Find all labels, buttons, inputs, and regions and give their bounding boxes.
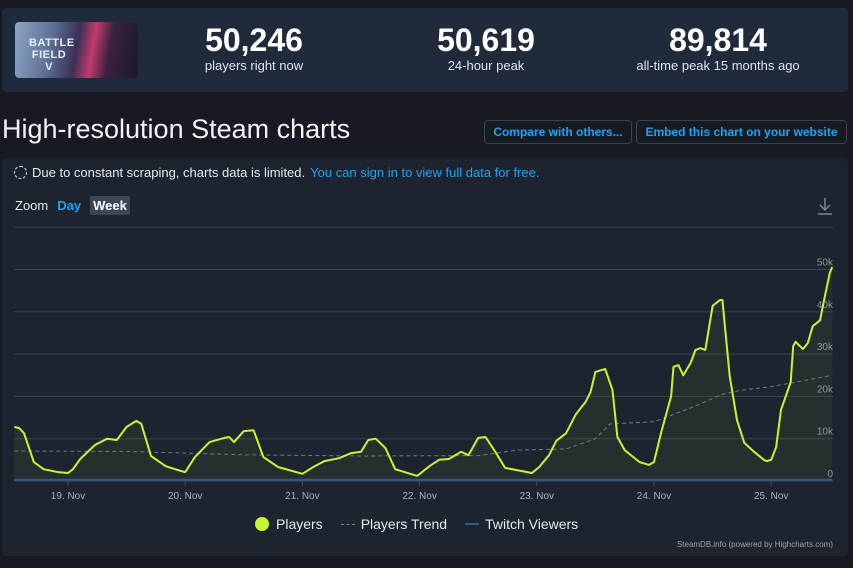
game-logo: BATTLE FIELD V (29, 37, 75, 73)
stat-label: all-time peak 15 months ago (636, 58, 800, 73)
embed-chart-button[interactable]: Embed this chart on your website (636, 120, 847, 144)
y-tick-label: 40k (817, 300, 834, 311)
stat-label: 24-hour peak (447, 58, 525, 73)
x-tick-label: 23. Nov (520, 491, 554, 502)
spinner-icon (14, 166, 27, 179)
y-tick-label: 10k (817, 427, 834, 438)
data-limited-notice: Due to constant scraping, charts data is… (14, 165, 539, 180)
legend-players[interactable]: Players (255, 516, 323, 532)
stat-players-now: 50,246 players right now (138, 22, 370, 74)
stat-value: 50,246 (205, 22, 303, 58)
x-tick-label: 25. Nov (754, 491, 788, 502)
sign-in-link[interactable]: You can sign in to view full data for fr… (310, 165, 540, 180)
solid-line-icon (465, 523, 480, 525)
game-banner-image[interactable]: BATTLE FIELD V (15, 22, 138, 78)
stat-value: 50,619 (437, 22, 535, 58)
page-title: High-resolution Steam charts (2, 114, 351, 144)
chart-legend: Players Players Trend Twitch Viewers (255, 516, 596, 532)
players-trend-line (14, 374, 833, 457)
stat-label: players right now (204, 58, 304, 73)
dashed-line-icon (340, 523, 355, 525)
y-tick-label: 30k (817, 342, 834, 353)
players-dot-icon (255, 517, 269, 531)
stat-all-time-peak: 89,814 all-time peak 15 months ago (602, 22, 834, 74)
legend-label: Twitch Viewers (485, 516, 579, 532)
zoom-controls: Zoom Day Week (15, 196, 130, 215)
download-icon[interactable] (816, 196, 834, 216)
y-tick-label: 0 (827, 469, 833, 480)
y-tick-label: 50k (817, 258, 834, 269)
player-chart: 0 10k 20k 30k 40k 50k 19. Nov 20. Nov 21. Nov 22.… (14, 226, 834, 502)
x-tick-label: 24. Nov (637, 491, 671, 502)
legend-label: Players (276, 516, 323, 532)
x-tick-label: 19. Nov (51, 491, 85, 502)
stat-value: 89,814 (669, 22, 767, 58)
game-header: BATTLE FIELD V 50,246 players right now 50… (2, 8, 848, 92)
x-tick-label: 20. Nov (168, 491, 202, 502)
stat-24h-peak: 50,619 24-hour peak (370, 22, 602, 74)
x-tick-label: 21. Nov (285, 491, 319, 502)
y-tick-label: 20k (817, 384, 834, 395)
players-line (14, 266, 834, 477)
legend-players-trend[interactable]: Players Trend (340, 516, 448, 532)
compare-button[interactable]: Compare with others... (484, 120, 632, 144)
chart-credits[interactable]: SteamDB.info (powered by Highcharts.com) (676, 540, 833, 549)
players-area (14, 267, 833, 481)
x-tick-label: 22. Nov (402, 491, 436, 502)
zoom-day-button[interactable]: Day (57, 198, 82, 213)
chart-panel (2, 158, 848, 556)
legend-label: Players Trend (360, 516, 448, 532)
legend-twitch-viewers[interactable]: Twitch Viewers (465, 516, 578, 532)
notice-text: Due to constant scraping, charts data is… (32, 165, 306, 180)
zoom-label: Zoom (15, 198, 49, 213)
zoom-week-button[interactable]: Week (90, 196, 130, 215)
